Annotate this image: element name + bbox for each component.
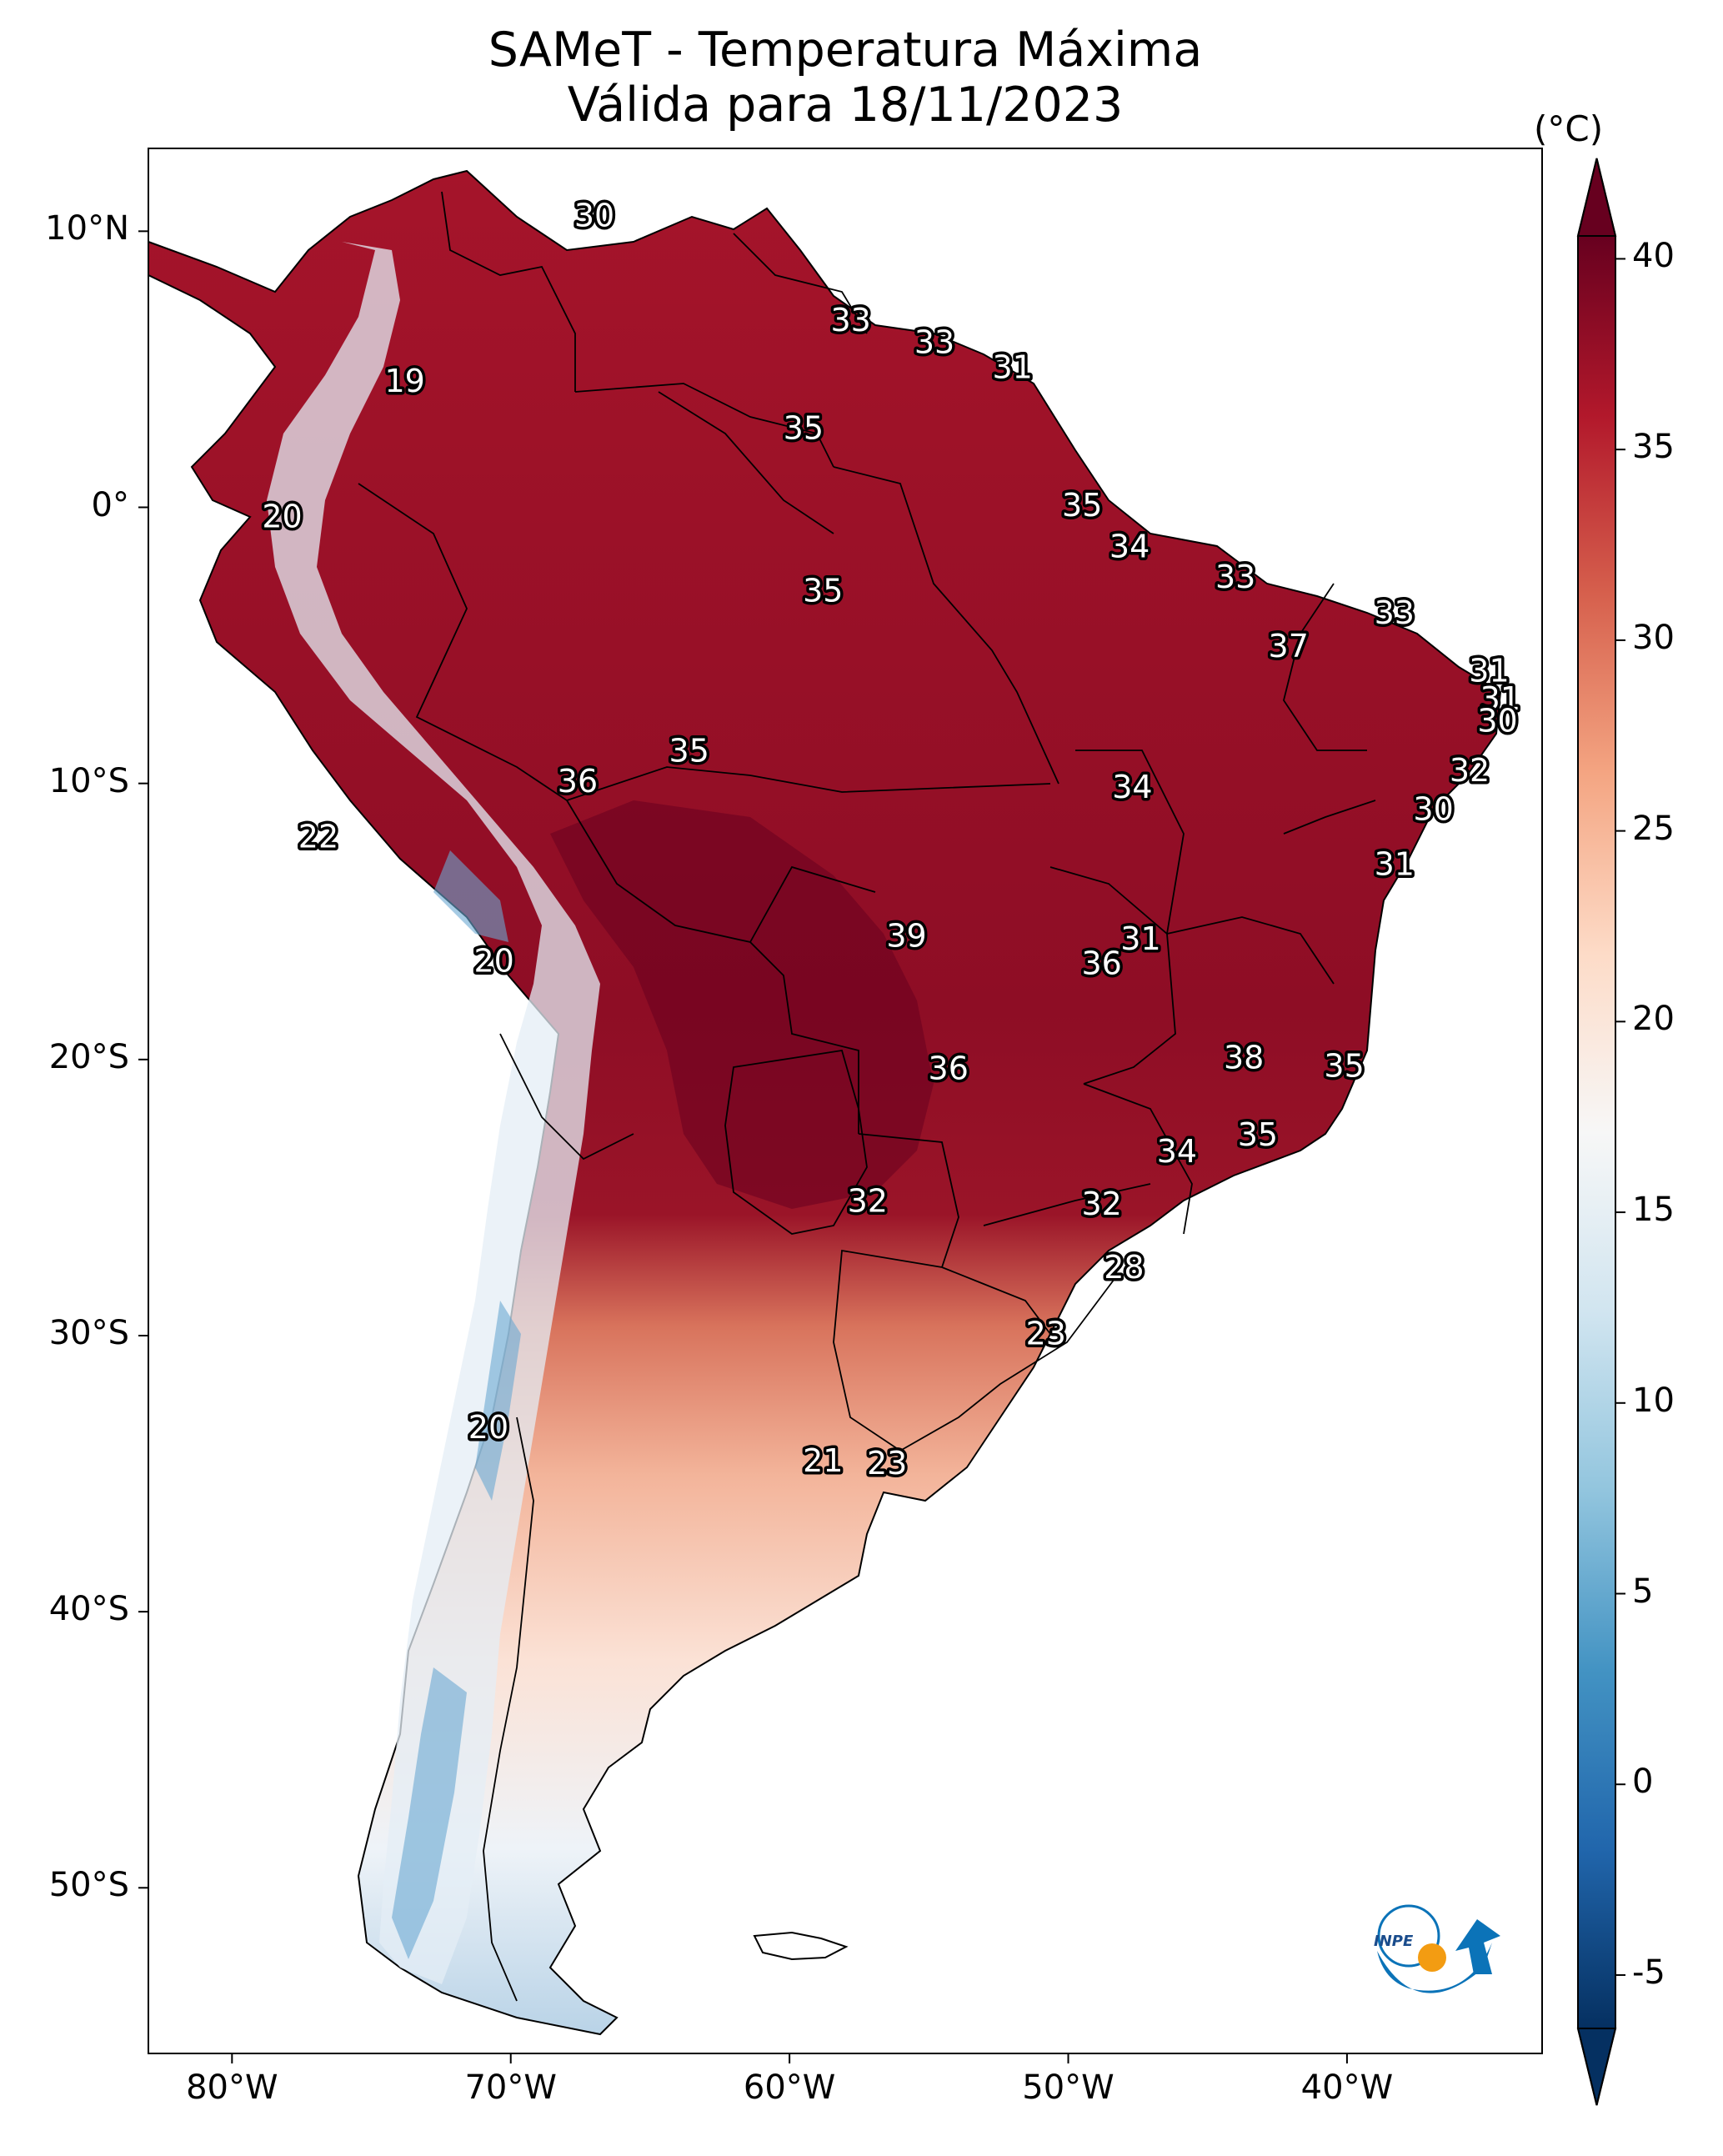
temperature-label: 22 [298, 818, 338, 855]
temperature-label: 19 [384, 363, 424, 399]
temperature-label: 31 [992, 348, 1032, 385]
lat-tick-label: 20°S [48, 1037, 129, 1076]
temperature-label: 31 [1120, 920, 1160, 957]
country-borders [358, 191, 1376, 2002]
colorbar-tick-label: -5 [1632, 1953, 1665, 1992]
temperature-label: 35 [669, 733, 709, 770]
lat-tick-label: 40°S [48, 1590, 129, 1629]
logo-text: INPE [1374, 1933, 1414, 1950]
temperature-label: 36 [1081, 945, 1121, 982]
colorbar [1576, 158, 1625, 2106]
temperature-label: 34 [1112, 769, 1152, 805]
lon-tick-label: 60°W [743, 2068, 836, 2107]
temperature-label: 36 [929, 1050, 969, 1087]
colorbar-unit: (°C) [1534, 108, 1604, 149]
temperature-label: 20 [468, 1409, 508, 1446]
colorbar-tick-label: 15 [1632, 1191, 1675, 1230]
temperature-label: 34 [1109, 529, 1150, 565]
temperature-label: 23 [1026, 1315, 1066, 1351]
temperature-label: 31 [1480, 680, 1520, 717]
temperature-label: 21 [803, 1442, 843, 1479]
lat-tick-label: 50°S [48, 1866, 129, 1905]
andes-cold-core [392, 850, 521, 1959]
lat-tick-label: 30°S [48, 1313, 129, 1352]
lat-tick-label: 10°S [48, 761, 129, 800]
lon-tick-label: 70°W [464, 2068, 557, 2107]
logo-arrow-icon [1455, 1919, 1500, 1974]
colorbar-tick-label: 25 [1632, 809, 1675, 848]
temperature-label: 23 [867, 1445, 907, 1482]
temperature-label: 30 [1477, 702, 1517, 739]
lat-tick-label: 10°N [45, 209, 129, 248]
temperature-label: 31 [1375, 846, 1415, 883]
lon-tick-label: 50°W [1022, 2068, 1114, 2107]
temperature-label: 33 [1215, 559, 1255, 595]
temperature-label: 36 [558, 763, 598, 800]
lon-tick-label: 80°W [186, 2068, 278, 2107]
colorbar-tick-label: 10 [1632, 1381, 1675, 1420]
temperature-label: 20 [262, 498, 302, 534]
temperature-label: 39 [886, 918, 926, 955]
colorbar-tick-label: 40 [1632, 237, 1675, 276]
colorbar-outline [1577, 158, 1616, 2106]
colorbar-tick-label: 20 [1632, 1000, 1675, 1039]
colorbar-tick-label: 5 [1632, 1572, 1654, 1611]
temperature-label: 35 [1324, 1047, 1364, 1084]
temperature-label: 38 [1224, 1039, 1264, 1075]
colorbar-extend-min [1576, 2028, 1617, 2106]
temperature-label: 32 [848, 1183, 888, 1220]
map-title-line1: SAMeT - Temperatura Máxima [488, 23, 1203, 78]
logo-sun-icon [1418, 1943, 1446, 1972]
temperature-label: 34 [1157, 1133, 1197, 1170]
hot-core-region [550, 800, 934, 1209]
temperature-label: 31 [1469, 653, 1509, 689]
temperature-label: 35 [1238, 1116, 1278, 1153]
temperature-label: 37 [1269, 628, 1309, 664]
lat-tick-label: 0° [91, 485, 129, 524]
colorbar-tick-label: 35 [1632, 428, 1675, 467]
falkland-islands [753, 1931, 849, 1961]
temperature-label: 33 [1375, 594, 1415, 631]
colorbar-tick-label: 0 [1632, 1762, 1654, 1802]
colorbar-tick-label: 30 [1632, 618, 1675, 657]
temperature-label: 30 [574, 197, 614, 233]
temperature-label: 35 [803, 573, 843, 609]
colorbar-gradient [1578, 236, 1615, 2028]
logo-swoosh-icon [1377, 1943, 1492, 1993]
temperature-label: 35 [1062, 487, 1102, 524]
temperature-label: 35 [784, 409, 824, 446]
andes-cool-band [267, 242, 600, 1984]
temperature-label: 32 [1450, 752, 1490, 789]
temperature-label: 30 [1413, 790, 1453, 827]
colorbar-extend-max [1576, 158, 1617, 237]
lon-tick-label: 40°W [1300, 2068, 1394, 2107]
temperature-label: 28 [1104, 1249, 1144, 1286]
map-frame [148, 148, 1543, 2054]
temperature-label: 33 [914, 324, 954, 361]
temperature-label: 33 [831, 302, 871, 338]
map-title-line2: Válida para 18/11/2023 [567, 78, 1124, 133]
logo-orbit-icon [1377, 1904, 1440, 1968]
temperature-label: 32 [1081, 1186, 1121, 1222]
inpe-logo: INPE [1374, 1904, 1500, 1993]
temperature-label: 20 [473, 942, 513, 979]
